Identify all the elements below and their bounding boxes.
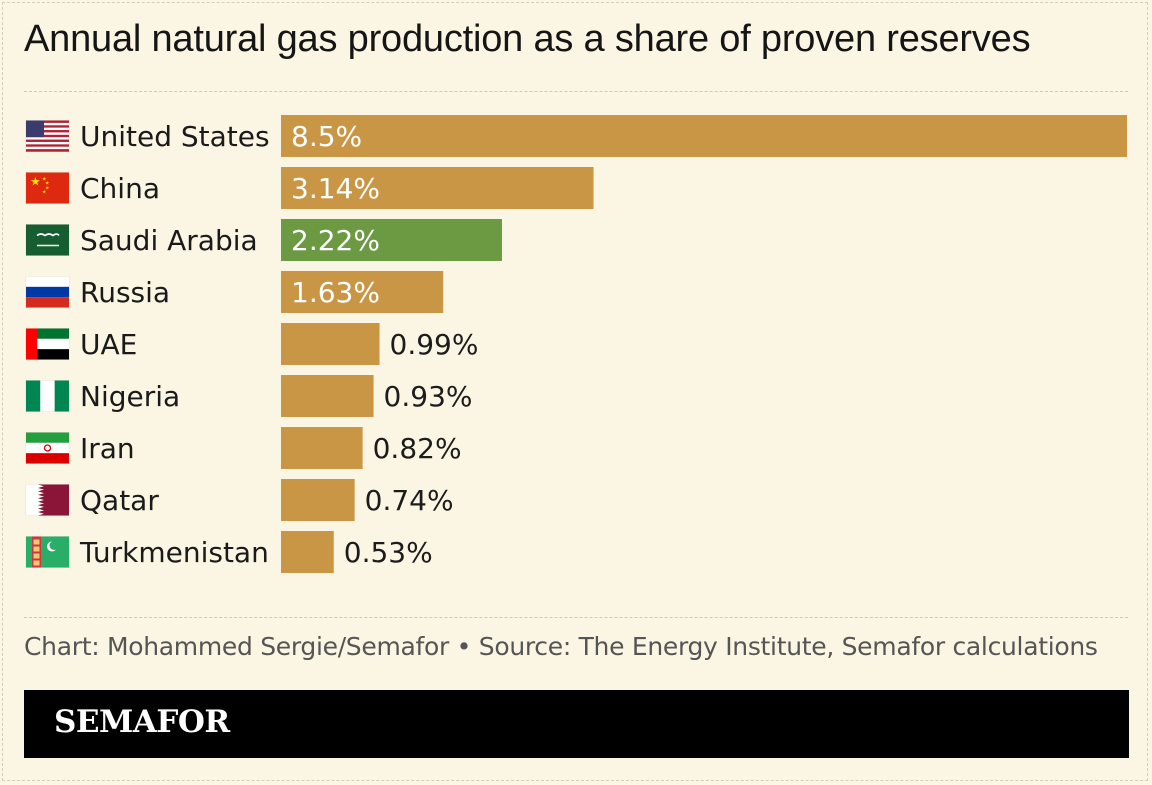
value-label: 8.5%	[291, 120, 362, 153]
category-label: United States	[80, 120, 270, 153]
category-label: Turkmenistan	[79, 536, 269, 569]
nigeria-flag-icon	[25, 380, 70, 412]
russia-flag-icon	[25, 276, 70, 308]
bar	[281, 375, 374, 417]
bar	[281, 115, 1127, 157]
saudi-arabia-flag-icon	[25, 224, 70, 256]
china-flag-icon: ★ ★★★★	[25, 172, 70, 204]
value-label: 2.22%	[291, 224, 380, 257]
value-label: 3.14%	[291, 172, 380, 205]
value-label: 0.82%	[373, 432, 462, 465]
category-label: Nigeria	[80, 380, 180, 413]
us-flag-icon	[25, 120, 70, 152]
value-label: 1.63%	[291, 276, 380, 309]
bar	[281, 427, 363, 469]
category-label: Qatar	[80, 484, 159, 517]
bar	[281, 271, 444, 313]
bar-chart: United States 8.5%★ ★★★★ China 3.14%Saudi Ar…	[25, 115, 1127, 573]
chart-credit: Chart: Mohammed Sergie/Semafor • Source:…	[24, 632, 1098, 661]
value-label: 0.53%	[344, 536, 433, 569]
qatar-flag-icon	[25, 484, 70, 516]
category-label: Russia	[80, 276, 170, 309]
category-label: Iran	[80, 432, 135, 465]
top-divider	[24, 91, 1128, 92]
value-label: 0.93%	[384, 380, 473, 413]
svg-text:★: ★	[42, 177, 47, 183]
chart-title: Annual natural gas production as a share…	[24, 18, 1031, 60]
iran-flag-icon	[25, 432, 70, 464]
bar	[281, 323, 380, 365]
bottom-divider	[24, 617, 1128, 618]
turkmenistan-flag-icon	[25, 536, 70, 568]
category-label: China	[80, 172, 160, 205]
semafor-logo: SEMAFOR	[54, 704, 230, 740]
bar	[281, 479, 355, 521]
category-label: UAE	[80, 328, 137, 361]
value-label: 0.99%	[390, 328, 479, 361]
bar	[281, 531, 334, 573]
brand-footer: SEMAFOR	[24, 690, 1129, 758]
value-label: 0.74%	[365, 484, 454, 517]
bar	[281, 167, 594, 209]
svg-text:★: ★	[42, 190, 47, 196]
bar	[281, 219, 502, 261]
svg-text:★: ★	[45, 186, 50, 192]
svg-text:★: ★	[30, 175, 41, 189]
uae-flag-icon	[25, 328, 70, 360]
svg-text:★: ★	[45, 181, 50, 187]
category-label: Saudi Arabia	[80, 224, 258, 257]
